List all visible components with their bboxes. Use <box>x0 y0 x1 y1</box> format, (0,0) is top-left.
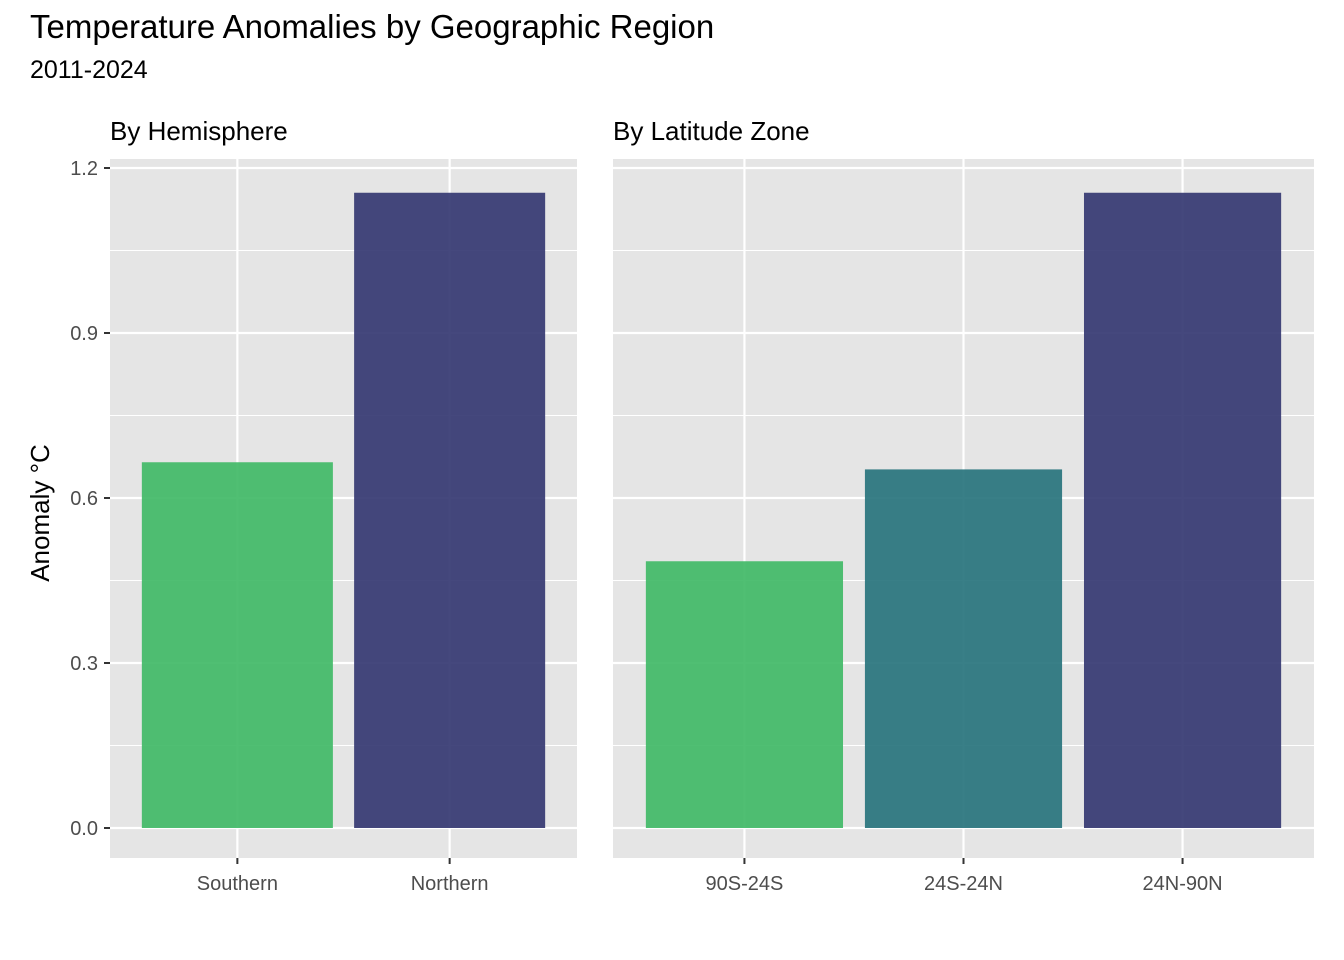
chart-title: Temperature Anomalies by Geographic Regi… <box>30 8 715 45</box>
bar-24n-90n <box>1083 192 1282 828</box>
bar-southern <box>141 462 333 828</box>
x-tick-label: 24S-24N <box>924 873 1003 895</box>
bar-24s-24n <box>864 469 1063 828</box>
y-tick-label: 1.2 <box>70 158 98 180</box>
bar-northern <box>354 192 546 828</box>
chart-subtitle: 2011-2024 <box>30 56 148 84</box>
panel-latitude-zone: 90S-24S 24S-24N 24N-90N By Latitude Zone <box>613 116 1314 895</box>
bar-90s-24s <box>645 561 844 828</box>
panel-title: By Latitude Zone <box>613 116 810 146</box>
x-tick-label: Southern <box>197 873 278 895</box>
y-tick-label: 0.6 <box>70 488 98 510</box>
y-tick-label: 0.3 <box>70 653 98 675</box>
x-tick-label: 24N-90N <box>1143 873 1223 895</box>
x-tick-label: Northern <box>411 873 489 895</box>
panel-title: By Hemisphere <box>110 116 288 146</box>
y-axis-title: Anomaly °C <box>25 444 55 582</box>
y-tick-label: 0.9 <box>70 323 98 345</box>
panel-hemisphere: Southern Northern 0.0 0.3 0.6 0.9 1.2 By Hemisp… <box>70 116 577 895</box>
x-tick-label: 90S-24S <box>706 873 784 895</box>
y-tick-label: 0.0 <box>70 818 98 840</box>
